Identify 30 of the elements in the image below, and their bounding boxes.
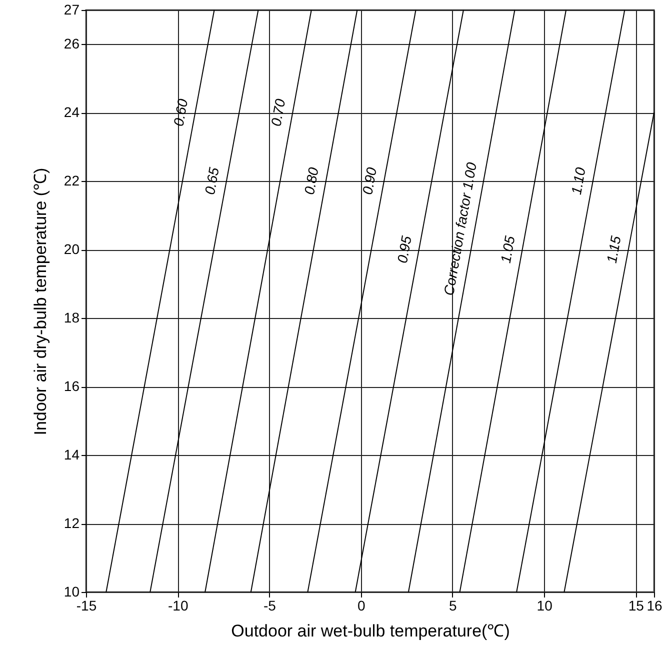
y-tick-label: 27 (64, 2, 80, 18)
text: 0.65 (201, 166, 222, 196)
text: Correction factor 1.00 (440, 161, 480, 297)
text: 1.05 (497, 234, 518, 264)
text: 0.60 (170, 98, 191, 128)
text: 1.10 (568, 166, 588, 196)
text: 0.70 (268, 98, 288, 128)
text: 0.90 (359, 166, 380, 196)
y-tick-label: 26 (64, 36, 80, 52)
y-tick-label: 14 (64, 446, 80, 463)
y-tick-label: 24 (64, 104, 80, 120)
y-tick-label: 12 (64, 515, 80, 532)
x-tick-label: 16 (646, 598, 662, 614)
x-tick-label: -5 (264, 598, 276, 614)
y-tick-label: 18 (64, 310, 80, 326)
x-tick-label: 10 (536, 598, 553, 614)
x-tick-label: -10 (168, 598, 188, 614)
y-tick-label: 20 (64, 241, 80, 258)
x-axis-title: Outdoor air wet-bulb temperature(℃) (231, 622, 510, 640)
y-tick-label: 10 (64, 584, 80, 600)
y-tick-label: 16 (64, 378, 80, 394)
y-tick-label: 22 (64, 172, 80, 189)
x-tick-label: 15 (628, 598, 644, 614)
y-axis-title: Indoor air dry-bulb temperature (℃) (30, 168, 50, 436)
x-tick-label: -15 (76, 598, 97, 614)
text: 1.15 (603, 234, 624, 264)
text: 0.80 (300, 166, 322, 196)
x-tick-label: 0 (357, 598, 366, 614)
x-tick-label: 5 (449, 598, 458, 614)
text: 0.95 (394, 234, 414, 264)
